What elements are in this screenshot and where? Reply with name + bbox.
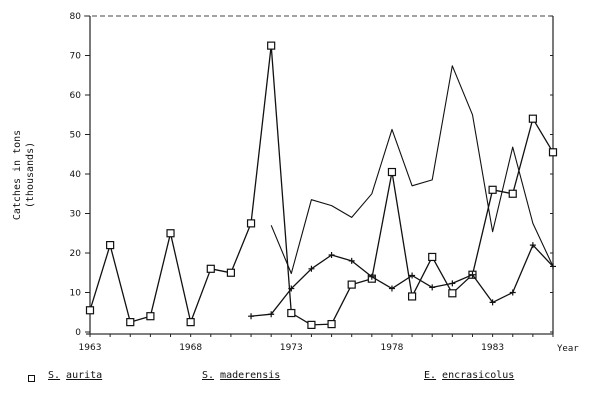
square-marker-icon <box>206 264 215 273</box>
x-axis-title: Year <box>557 344 579 354</box>
y-tick-label: 50 <box>70 131 82 141</box>
square-marker-icon <box>166 229 175 238</box>
series-e-encrasicolus <box>270 65 554 275</box>
square-marker-icon <box>387 167 397 177</box>
square-marker-icon <box>106 241 115 250</box>
square-marker-icon <box>488 185 497 194</box>
y-tick-label: 0 <box>75 328 81 338</box>
y-tick-label: 70 <box>70 52 82 62</box>
legend-item-s-maderensis: S. maderensis <box>202 370 280 381</box>
x-tick-label: 1963 <box>79 343 102 353</box>
plus-marker-icon <box>288 285 295 292</box>
x-tick-label: 1978 <box>381 343 404 353</box>
legend: S. aurita S. maderensis E. encrasicolus <box>0 370 600 390</box>
plus-marker-icon <box>248 313 255 320</box>
square-marker-icon <box>287 308 296 318</box>
square-marker-icon <box>448 289 457 298</box>
plus-marker-icon <box>268 311 275 318</box>
y-axis: 0 10 20 30 40 50 60 70 80 <box>70 12 553 338</box>
y-tick-label: 40 <box>70 170 82 180</box>
plus-marker-icon <box>388 285 395 292</box>
square-marker-icon <box>126 318 135 327</box>
square-marker-icon <box>267 41 276 50</box>
series-group <box>85 41 558 329</box>
plus-marker-icon <box>469 271 476 278</box>
square-marker-icon <box>146 312 155 321</box>
x-axis: 1963 1968 1973 1978 1983 <box>79 334 554 353</box>
plus-marker-icon <box>328 251 335 258</box>
y-tick-label: 80 <box>70 12 82 22</box>
plus-marker-icon <box>489 299 496 306</box>
legend-species: maderensis <box>220 370 281 381</box>
square-marker-icon <box>28 375 35 382</box>
plus-marker-icon <box>529 242 536 249</box>
square-marker-icon <box>85 306 95 315</box>
legend-genus: S. <box>48 370 61 381</box>
y-tick-label: 30 <box>70 210 82 220</box>
plus-marker-icon <box>509 289 516 296</box>
legend-species: aurita <box>66 370 103 381</box>
plot-frame <box>84 15 554 335</box>
square-marker-icon <box>407 292 417 301</box>
legend-species: encrasicolus <box>442 370 515 381</box>
square-marker-icon <box>347 280 356 289</box>
square-marker-icon <box>327 320 336 329</box>
y-tick-label: 20 <box>70 249 82 259</box>
x-tick-label: 1968 <box>179 343 202 353</box>
legend-genus: E. <box>424 370 437 381</box>
square-marker-icon <box>428 252 437 262</box>
x-tick-label: 1983 <box>481 343 504 353</box>
y-axis-title-line2: (thousands) <box>25 142 36 208</box>
series-s-aurita <box>85 41 558 329</box>
plus-marker-icon <box>550 263 556 270</box>
plus-marker-icon <box>429 284 436 291</box>
plus-marker-icon <box>409 272 416 279</box>
y-axis-title-line1: Catches in tons <box>12 130 23 220</box>
legend-item-e-encrasicolus: E. encrasicolus <box>424 370 514 381</box>
y-tick-label: 60 <box>70 91 82 101</box>
plus-marker-icon <box>449 280 456 287</box>
y-tick-label: 10 <box>70 289 82 299</box>
plus-marker-icon <box>368 273 375 280</box>
legend-genus: S. <box>202 370 215 381</box>
square-marker-icon <box>307 320 316 329</box>
line-chart: 0 10 20 30 40 50 60 70 80 1963 1968 1973 1978 1983 C… <box>12 12 579 354</box>
square-marker-icon <box>246 219 256 228</box>
square-marker-icon <box>226 268 236 277</box>
x-tick-label: 1973 <box>280 343 303 353</box>
plus-marker-icon <box>348 257 355 264</box>
square-marker-icon <box>548 148 558 157</box>
square-marker-icon <box>528 114 537 123</box>
series-s-maderensis <box>248 242 556 320</box>
square-marker-icon <box>186 318 195 327</box>
square-marker-icon <box>508 189 517 198</box>
plus-marker-icon <box>308 265 315 272</box>
